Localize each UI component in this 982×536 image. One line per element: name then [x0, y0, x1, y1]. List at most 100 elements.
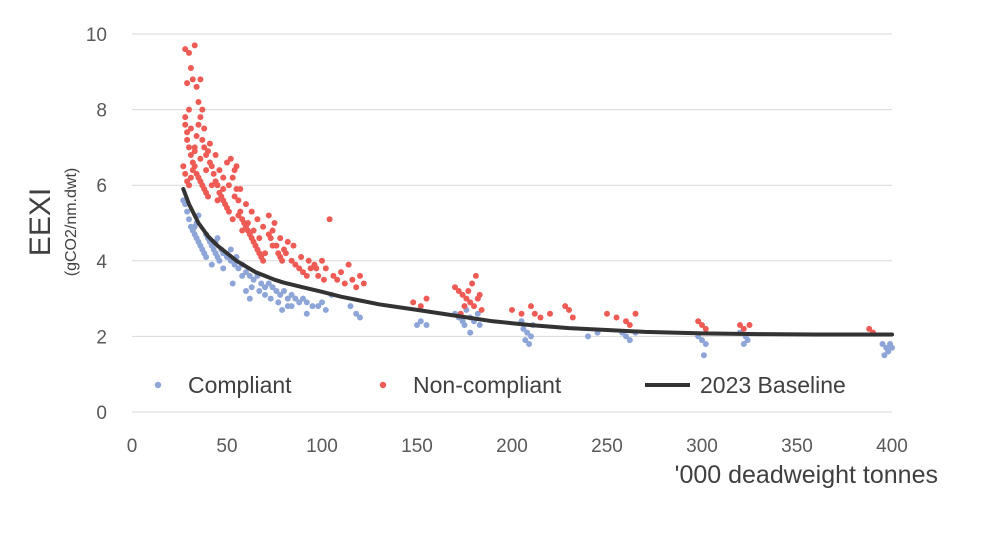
non-compliant-point — [220, 185, 227, 192]
non-compliant-point — [322, 265, 329, 272]
non-compliant-point — [746, 322, 753, 329]
compliant-point — [184, 208, 191, 215]
compliant-point — [700, 352, 707, 359]
non-compliant-point — [334, 276, 341, 283]
non-compliant-point — [248, 208, 255, 215]
legend-marker-compliant — [154, 381, 162, 389]
non-compliant-point — [199, 106, 206, 113]
non-compliant-point — [330, 272, 337, 279]
non-compliant-point — [737, 322, 743, 329]
non-compliant-point — [189, 167, 196, 174]
non-compliant-point — [410, 299, 417, 306]
compliant-point — [288, 303, 295, 310]
non-compliant-point — [360, 280, 367, 287]
compliant-point — [347, 303, 354, 310]
non-compliant-point — [298, 254, 305, 261]
compliant-point — [208, 261, 215, 268]
non-compliant-point — [569, 314, 576, 321]
non-compliant-point — [866, 325, 873, 332]
non-compliant-point — [227, 155, 234, 162]
non-compliant-point — [201, 144, 208, 151]
compliant-point — [229, 280, 236, 287]
non-compliant-point — [265, 231, 272, 238]
non-compliant-point — [203, 167, 210, 174]
non-compliant-point — [702, 325, 709, 332]
compliant-point — [699, 337, 705, 344]
non-compliant-point — [182, 170, 189, 177]
non-compliant-point — [201, 125, 208, 132]
compliant-point — [315, 303, 322, 310]
compliant-point — [231, 261, 238, 268]
x-tick-label: 50 — [216, 436, 237, 457]
compliant-point — [474, 310, 481, 317]
non-compliant-point — [417, 303, 424, 310]
legend: Compliant Non-compliant 2023 Baseline — [154, 372, 846, 398]
compliant-point — [243, 269, 249, 276]
non-compliant-point — [235, 212, 242, 219]
compliant-point — [267, 295, 274, 302]
compliant-point — [528, 333, 534, 340]
compliant-point — [303, 310, 310, 317]
compliant-point — [258, 280, 265, 287]
non-compliant-point — [632, 310, 639, 317]
non-compliant-point — [206, 159, 213, 166]
y-tick-label: 10 — [86, 25, 107, 46]
compliant-point — [522, 337, 529, 344]
compliant-point — [273, 288, 280, 295]
non-compliant-point — [180, 163, 187, 170]
x-tick-label: 250 — [591, 436, 623, 457]
y-axis-title: EEXI — [24, 188, 57, 256]
x-tick-label: 0 — [127, 436, 138, 457]
non-compliant-point — [282, 250, 289, 257]
x-tick-label: 100 — [306, 436, 338, 457]
non-compliant-point — [290, 242, 297, 249]
compliant-point — [186, 216, 192, 223]
non-compliant-point — [182, 121, 189, 128]
compliant-point — [476, 322, 483, 329]
non-compliant-point — [195, 99, 202, 106]
non-compliant-point — [613, 314, 620, 321]
non-compliant-point — [191, 148, 198, 155]
non-compliant-point — [423, 295, 430, 302]
legend-label-non-compliant: Non-compliant — [413, 372, 562, 398]
compliant-point — [246, 295, 253, 302]
non-compliant-point — [260, 257, 267, 264]
compliant-point — [288, 291, 295, 298]
non-compliant-point — [186, 182, 192, 189]
compliant-point — [524, 329, 531, 336]
non-compliant-point — [288, 257, 295, 264]
non-compliant-point — [231, 193, 238, 200]
compliant-point — [702, 340, 709, 347]
non-compliant-point — [184, 136, 191, 143]
non-compliant-point — [338, 269, 344, 276]
non-compliant-point — [225, 182, 232, 189]
y-tick-label: 4 — [96, 252, 107, 273]
x-tick-label: 200 — [496, 436, 528, 457]
non-compliant-point — [243, 201, 249, 208]
non-compliant-point — [206, 140, 213, 147]
non-compliant-point — [182, 114, 189, 121]
non-compliant-point — [518, 310, 525, 317]
compliant-point — [248, 284, 255, 291]
y-tick-label: 8 — [96, 101, 107, 122]
non-compliant-point — [224, 159, 230, 166]
compliant-point — [309, 303, 316, 310]
non-compliant-point — [459, 291, 466, 298]
compliant-point — [275, 299, 282, 306]
non-compliant-point — [345, 261, 352, 268]
series-2023-baseline-line — [181, 187, 894, 337]
non-compliant-point — [695, 318, 702, 325]
compliant-point — [740, 340, 747, 347]
compliant-point — [243, 288, 249, 295]
x-tick-label: 400 — [876, 436, 908, 457]
non-compliant-point — [239, 227, 246, 234]
non-compliant-point — [187, 125, 194, 132]
compliant-point — [281, 288, 287, 295]
compliant-point — [357, 314, 363, 321]
non-compliant-point — [463, 295, 470, 302]
non-compliant-point — [260, 223, 267, 230]
compliant-point — [322, 306, 329, 313]
non-compliant-point — [208, 182, 215, 189]
compliant-point — [520, 325, 527, 332]
